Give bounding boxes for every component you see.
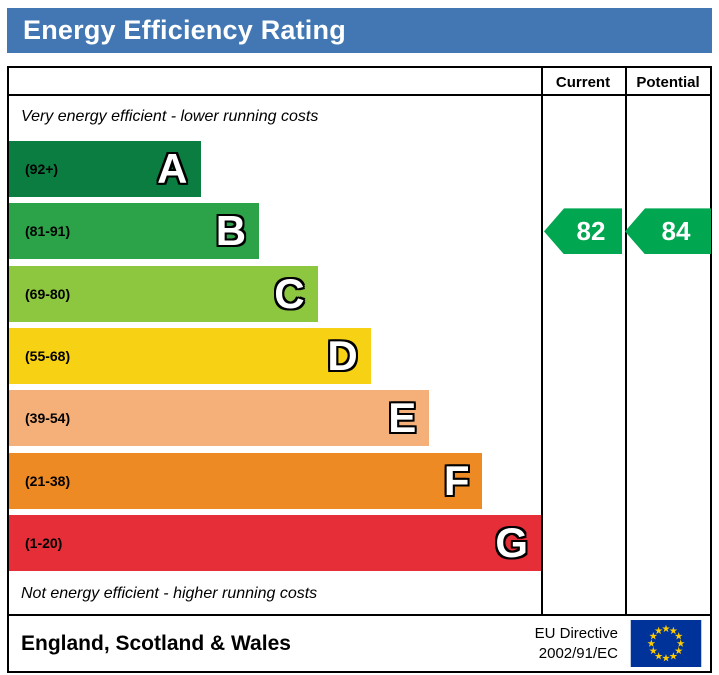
eu-directive-label: EU Directive 2002/91/EC bbox=[535, 624, 618, 663]
header-divider bbox=[9, 68, 711, 96]
potential-rating-arrow: 84 bbox=[625, 208, 711, 255]
band-row-f: (21-38) F bbox=[9, 449, 541, 511]
band-b-letter: B bbox=[215, 207, 247, 255]
page-title: Energy Efficiency Rating bbox=[23, 15, 346, 45]
potential-column-header: Potential bbox=[636, 73, 700, 91]
band-row-b: (81-91) B bbox=[9, 200, 541, 262]
band-row-c: (69-80) C bbox=[9, 263, 541, 325]
band-row-g: (1-20) G bbox=[9, 512, 541, 574]
title-bar: Energy Efficiency Rating bbox=[7, 8, 712, 53]
potential-rating-value: 84 bbox=[661, 215, 691, 246]
band-a-letter: A bbox=[157, 145, 188, 193]
band-a: (92+) A bbox=[9, 141, 201, 198]
band-c-range: (69-80) bbox=[25, 285, 71, 302]
band-f-range: (21-38) bbox=[25, 472, 71, 489]
potential-rating-cell: 84 bbox=[625, 200, 711, 262]
band-g: (1-20) G bbox=[9, 514, 541, 571]
eu-directive-line1: EU Directive bbox=[534, 625, 618, 642]
band-d: (55-68) D bbox=[9, 327, 371, 384]
band-e: (39-54) E bbox=[9, 390, 430, 447]
current-rating-arrow: 82 bbox=[544, 208, 622, 255]
band-b: (81-91) B bbox=[9, 203, 260, 260]
band-c: (69-80) C bbox=[9, 265, 318, 322]
band-e-range: (39-54) bbox=[25, 410, 71, 427]
band-g-letter: G bbox=[495, 518, 528, 566]
band-row-a: (92+) A bbox=[9, 138, 541, 200]
current-rating-value: 82 bbox=[576, 215, 606, 246]
band-f-letter: F bbox=[443, 456, 470, 504]
current-column-divider bbox=[541, 68, 625, 614]
chart-box: Current Potential Very energy efficient … bbox=[7, 66, 712, 673]
band-d-letter: D bbox=[327, 331, 358, 379]
top-caption: Very energy efficient - lower running co… bbox=[21, 108, 319, 125]
rating-chart: Current Potential Very energy efficient … bbox=[9, 68, 711, 614]
band-f: (21-38) F bbox=[9, 452, 483, 509]
eu-flag-icon bbox=[630, 620, 702, 667]
bottom-caption: Not energy efficient - higher running co… bbox=[21, 584, 318, 602]
band-e-letter: E bbox=[388, 394, 417, 442]
current-column-header: Current bbox=[555, 73, 611, 91]
band-g-range: (1-20) bbox=[25, 534, 63, 551]
band-row-e: (39-54) E bbox=[9, 387, 541, 449]
band-b-range: (81-91) bbox=[25, 223, 71, 240]
band-a-range: (92+) bbox=[25, 161, 59, 178]
band-c-letter: C bbox=[274, 269, 305, 317]
band-row-d: (55-68) D bbox=[9, 325, 541, 387]
eu-directive-line2: 2002/91/EC bbox=[538, 644, 618, 662]
potential-column-divider bbox=[625, 68, 711, 614]
region-label: England, Scotland & Wales bbox=[21, 631, 291, 655]
footer: England, Scotland & Wales EU Directive 2… bbox=[9, 614, 710, 671]
current-rating-cell: 82 bbox=[541, 200, 625, 262]
band-d-range: (55-68) bbox=[25, 347, 71, 364]
